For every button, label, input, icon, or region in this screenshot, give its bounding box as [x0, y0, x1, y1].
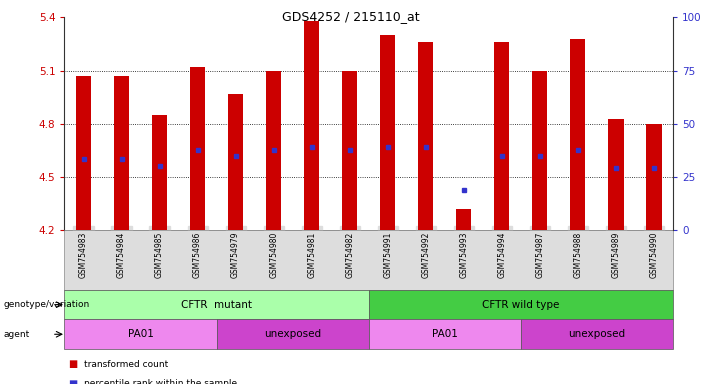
Bar	[304, 21, 319, 230]
Bar	[494, 42, 510, 230]
Bar	[380, 35, 395, 230]
Bar	[456, 209, 471, 230]
Text: transformed count: transformed count	[84, 360, 168, 369]
Text: PA01: PA01	[432, 329, 458, 339]
Bar	[266, 71, 281, 230]
Bar	[152, 115, 167, 230]
Text: ■: ■	[68, 359, 77, 369]
Text: ■: ■	[68, 379, 77, 384]
Bar	[532, 71, 547, 230]
Text: percentile rank within the sample: percentile rank within the sample	[84, 379, 237, 384]
Text: agent: agent	[4, 330, 29, 339]
Bar	[418, 42, 433, 230]
Bar	[342, 71, 358, 230]
Bar	[114, 76, 129, 230]
Bar	[571, 39, 585, 230]
Text: PA01: PA01	[128, 329, 154, 339]
Text: unexposed: unexposed	[569, 329, 625, 339]
Text: CFTR  mutant: CFTR mutant	[181, 300, 252, 310]
Bar	[190, 67, 205, 230]
Bar	[608, 119, 623, 230]
Text: GDS4252 / 215110_at: GDS4252 / 215110_at	[282, 10, 419, 23]
Text: genotype/variation: genotype/variation	[4, 300, 90, 309]
Bar	[646, 124, 662, 230]
Text: CFTR wild type: CFTR wild type	[482, 300, 559, 310]
Bar	[76, 76, 91, 230]
Text: unexposed: unexposed	[264, 329, 321, 339]
Bar	[228, 94, 243, 230]
